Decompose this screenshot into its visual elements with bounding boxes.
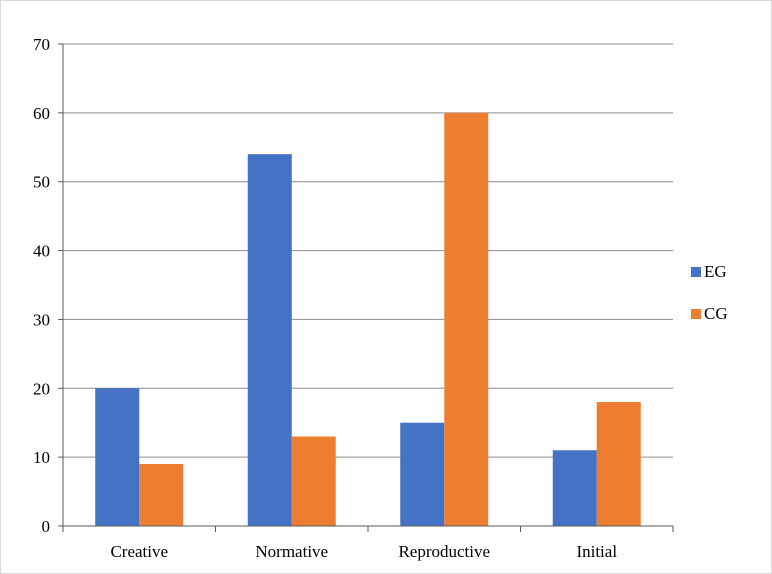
x-tick-label: Creative	[110, 542, 168, 561]
y-tick-label: 30	[33, 310, 50, 329]
y-tick-label: 60	[33, 104, 50, 123]
y-tick-label: 70	[33, 35, 50, 54]
y-tick-label: 50	[33, 173, 50, 192]
legend: EG CG	[691, 262, 728, 323]
gridlines	[63, 43, 673, 458]
y-tick-label: 20	[33, 379, 50, 398]
bar-eg-creative	[95, 388, 140, 526]
y-tick-label: 0	[42, 517, 51, 536]
x-tick-label: Normative	[255, 542, 328, 561]
legend-label-eg: EG	[704, 262, 727, 281]
legend-label-cg: CG	[704, 304, 728, 323]
bar-eg-initial	[552, 450, 597, 526]
bar-eg-reproductive	[400, 422, 445, 526]
y-tick-label: 10	[33, 448, 50, 467]
legend-swatch-eg	[691, 267, 701, 277]
axes: 0 10 20 30 40 50 60 70 Creative Normative Reproduc…	[33, 35, 674, 561]
legend-swatch-cg	[691, 309, 701, 319]
bars	[95, 112, 641, 526]
bar-cg-reproductive	[444, 112, 489, 526]
bar-cg-normative	[291, 436, 336, 526]
x-tick-label: Initial	[576, 542, 617, 561]
bar-cg-creative	[139, 464, 184, 526]
y-tick-label: 40	[33, 242, 50, 261]
x-tick-label: Reproductive	[398, 542, 490, 561]
bar-cg-initial	[596, 402, 641, 526]
bar-eg-normative	[247, 154, 292, 526]
